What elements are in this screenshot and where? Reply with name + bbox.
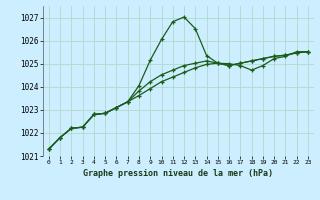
X-axis label: Graphe pression niveau de la mer (hPa): Graphe pression niveau de la mer (hPa) — [84, 169, 273, 178]
